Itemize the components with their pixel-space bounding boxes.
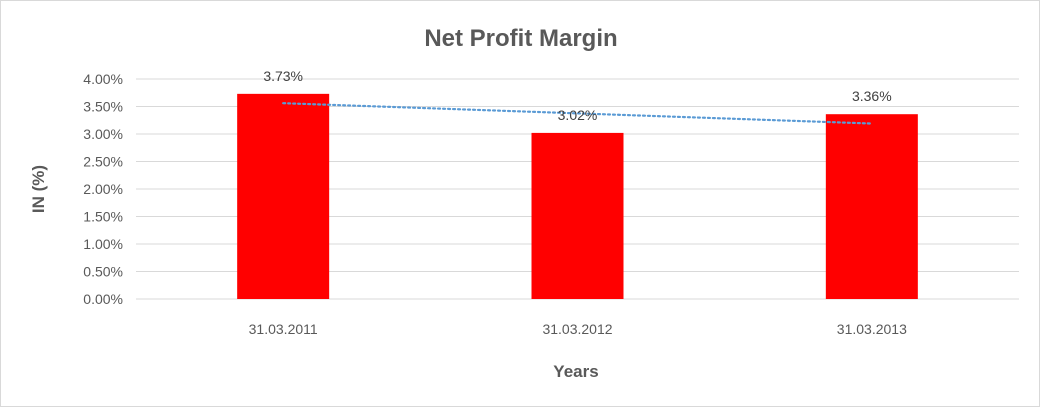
y-axis-title: IN (%) [29,165,48,213]
bars [237,93,918,299]
bar [237,93,330,299]
data-label: 3.36% [852,88,892,104]
trendline-group [282,102,873,125]
y-tick-label: 4.00% [83,71,123,87]
y-axis-ticks: 0.00% 0.50% 1.00% 1.50% 2.00% 2.50% 3.00% 3.50%… [83,71,123,307]
data-label: 3.73% [263,68,303,84]
x-tick-label: 31.03.2011 [249,321,318,337]
y-tick-label: 2.00% [83,181,123,197]
y-tick-label: 1.50% [83,209,123,225]
y-tick-label: 1.00% [83,236,123,252]
bar [531,132,624,299]
bar [825,114,918,299]
y-tick-label: 3.50% [83,99,123,115]
y-tick-label: 2.50% [83,154,123,170]
y-tick-label: 3.00% [83,126,123,142]
x-axis-ticks: 31.03.2011 31.03.2012 31.03.2013 [249,321,907,337]
data-labels: 3.73% 3.02% 3.36% [263,68,891,123]
trendline [282,102,873,125]
x-tick-label: 31.03.2013 [837,321,907,337]
y-tick-label: 0.00% [83,291,123,307]
y-tick-label: 0.50% [83,264,123,280]
chart-title: Net Profit Margin [424,25,617,52]
x-axis-title: Years [553,362,598,381]
data-label: 3.02% [558,107,598,123]
x-tick-label: 31.03.2012 [542,321,612,337]
